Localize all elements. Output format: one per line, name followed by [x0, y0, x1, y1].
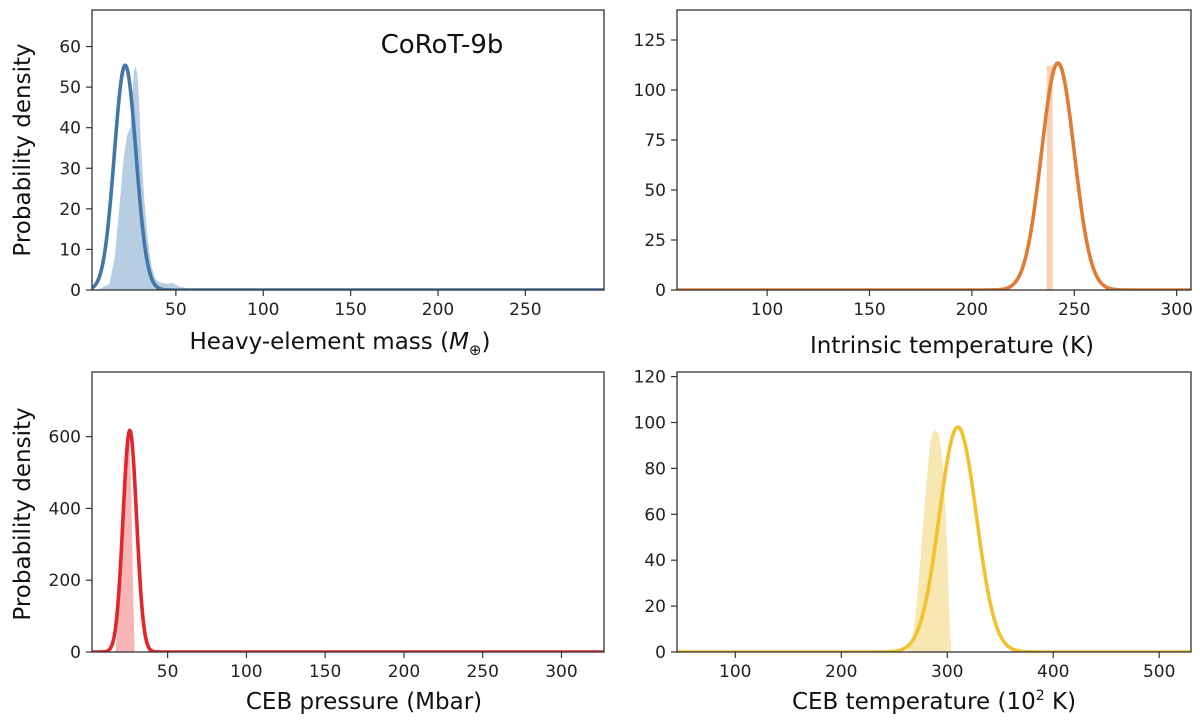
x-tick-label: 200 [825, 662, 857, 682]
x-tick-label: 100 [247, 300, 279, 320]
y-tick-label: 400 [49, 499, 81, 519]
x-tick-label: 250 [1058, 300, 1090, 320]
panel-intrinsic-temperature: Intrinsic temperature (K) 100 150 200 250 30… [634, 9, 1193, 359]
y-tick-label: 100 [634, 81, 666, 101]
y-tick-label: 50 [59, 78, 81, 98]
sample-histogram-area [97, 66, 604, 290]
plot-area [677, 425, 1191, 652]
panel-ceb-temperature: CEB temperature (102 K) 100 200 300 400 500 0… [634, 368, 1192, 715]
model-distribution-line [92, 428, 604, 652]
sample-histogram-area [1046, 66, 1053, 290]
plot-frame [676, 9, 1192, 291]
model-distribution-line [677, 425, 1191, 652]
model-distribution-line [677, 61, 1191, 290]
x-tick-label: 250 [509, 300, 541, 320]
plot-area [677, 61, 1191, 290]
y-axis-label: Probability density [10, 43, 36, 256]
y-tick-label: 125 [634, 31, 666, 51]
x-tick-label: 300 [931, 662, 963, 682]
y-tick-label: 40 [59, 119, 81, 139]
x-tick-label: 100 [719, 662, 751, 682]
y-tick-label: 20 [644, 597, 666, 617]
x-tick-label: 300 [1160, 300, 1192, 320]
model-distribution-line [92, 63, 604, 290]
y-tick-label: 0 [655, 643, 666, 663]
plot-frame [91, 9, 605, 291]
sample-histogram-area [906, 429, 952, 652]
y-tick-label: 100 [634, 413, 666, 433]
y-tick-label: 25 [644, 231, 666, 251]
x-tick-label: 200 [388, 662, 420, 682]
x-tick-label: 400 [1037, 662, 1069, 682]
sample-histogram-area [115, 436, 135, 652]
y-tick-label: 60 [644, 505, 666, 525]
plot-area [92, 63, 604, 290]
plot-area [92, 428, 604, 652]
y-axis-label: Probability density [10, 407, 36, 620]
x-tick-label: 250 [466, 662, 498, 682]
y-tick-label: 40 [644, 551, 666, 571]
plot-frame [676, 371, 1192, 653]
y-tick-label: 0 [70, 281, 81, 301]
y-tick-label: 60 [59, 38, 81, 58]
y-tick-label: 0 [70, 643, 81, 663]
plot-frame [91, 371, 605, 653]
x-tick-label: 100 [230, 662, 262, 682]
x-axis-label: Heavy-element mass (M⊕) [190, 329, 491, 359]
y-tick-label: 20 [59, 200, 81, 220]
x-tick-label: 50 [165, 300, 187, 320]
y-tick-label: 600 [49, 428, 81, 448]
x-tick-label: 50 [157, 662, 179, 682]
planet-annotation: CoRoT-9b [381, 30, 504, 60]
x-tick-label: 200 [422, 300, 454, 320]
x-tick-label: 500 [1143, 662, 1175, 682]
x-axis-label: Intrinsic temperature (K) [810, 333, 1094, 359]
x-tick-label: 150 [334, 300, 366, 320]
y-tick-label: 30 [59, 159, 81, 179]
y-tick-label: 120 [634, 368, 666, 388]
x-tick-label: 100 [751, 300, 783, 320]
x-tick-label: 300 [545, 662, 577, 682]
x-tick-label: 200 [956, 300, 988, 320]
y-tick-label: 75 [644, 131, 666, 151]
x-axis-label: CEB temperature (102 K) [792, 688, 1076, 715]
x-axis-label: CEB pressure (Mbar) [246, 689, 482, 715]
y-tick-label: 80 [644, 459, 666, 479]
y-tick-label: 50 [644, 181, 666, 201]
x-tick-label: 150 [309, 662, 341, 682]
y-tick-label: 200 [49, 571, 81, 591]
panel-heavy-element-mass: Probability density CoRoT-9b Heavy-eleme… [10, 9, 605, 359]
y-tick-label: 10 [59, 240, 81, 260]
y-tick-label: 0 [655, 281, 666, 301]
panel-ceb-pressure: Probability density CEB pressure (Mbar) … [10, 371, 605, 715]
x-tick-label: 150 [853, 300, 885, 320]
